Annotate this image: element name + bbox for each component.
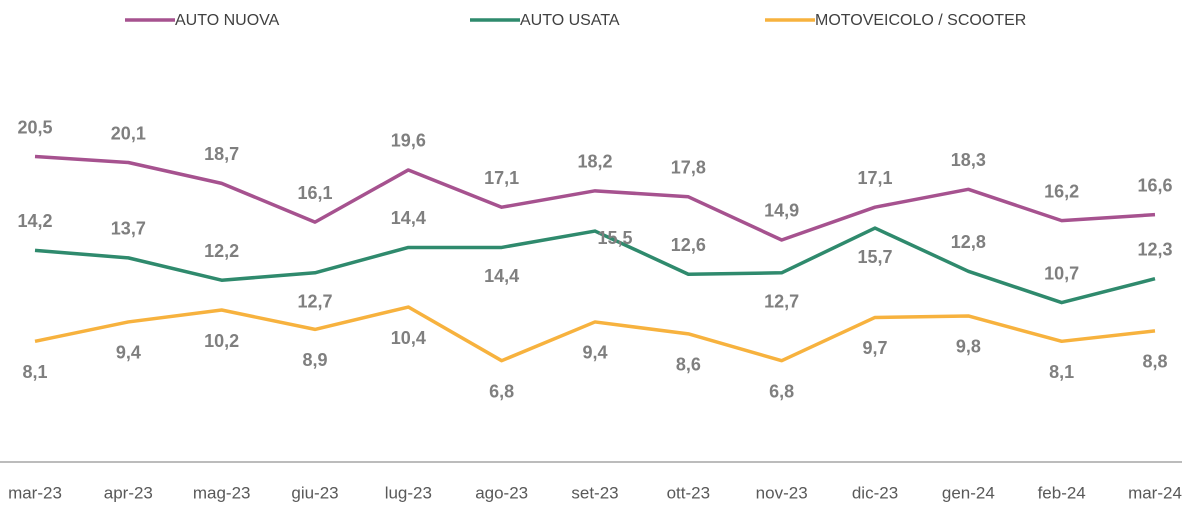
data-label: 17,1 [857, 168, 892, 188]
x-tick-label: giu-23 [291, 483, 338, 502]
legend-label: MOTOVEICOLO / SCOOTER [815, 12, 1026, 29]
data-label: 8,8 [1142, 352, 1167, 372]
x-tick-label: feb-24 [1038, 483, 1086, 502]
data-label: 9,7 [862, 338, 887, 358]
series-line [34, 305, 1156, 363]
x-tick-label: lug-23 [385, 483, 432, 502]
series-line [34, 154, 1156, 242]
data-label: 13,7 [111, 219, 146, 239]
data-label: 9,4 [116, 343, 141, 363]
data-label: 17,1 [484, 168, 519, 188]
data-label: 19,6 [391, 131, 426, 151]
x-tick-label: gen-24 [942, 483, 995, 502]
data-label: 20,5 [17, 117, 52, 137]
series-line [34, 226, 1156, 305]
data-label: 16,1 [297, 183, 332, 203]
data-label: 10,2 [204, 331, 239, 351]
x-tick-label: set-23 [571, 483, 618, 502]
data-label: 12,7 [764, 292, 799, 312]
data-label: 17,8 [671, 158, 706, 178]
data-label: 8,9 [302, 350, 327, 370]
data-label: 8,1 [22, 362, 47, 382]
data-label: 8,1 [1049, 362, 1074, 382]
x-tick-label: ago-23 [475, 483, 528, 502]
data-label: 14,4 [391, 208, 426, 228]
data-label: 10,7 [1044, 263, 1079, 283]
data-label: 12,7 [297, 292, 332, 312]
x-tick-label: apr-23 [104, 483, 153, 502]
data-label: 15,5 [597, 228, 632, 248]
legend-label: AUTO USATA [520, 12, 620, 29]
legend-label: AUTO NUOVA [175, 12, 280, 29]
data-label: 12,2 [204, 241, 239, 261]
data-label: 9,4 [582, 343, 607, 363]
data-label: 16,6 [1137, 175, 1172, 195]
data-label: 15,7 [857, 247, 892, 267]
x-tick-label: ott-23 [667, 483, 710, 502]
data-label: 6,8 [769, 381, 794, 401]
data-label: 14,2 [17, 211, 52, 231]
data-label: 16,2 [1044, 181, 1079, 201]
data-label: 9,8 [956, 337, 981, 357]
data-label: 6,8 [489, 381, 514, 401]
x-tick-label: mar-23 [8, 483, 62, 502]
x-tick-label: mar-24 [1128, 483, 1182, 502]
data-label: 12,6 [671, 235, 706, 255]
data-label: 14,4 [484, 266, 519, 286]
data-label: 12,8 [951, 232, 986, 252]
x-tick-label: dic-23 [852, 483, 898, 502]
data-label: 20,1 [111, 123, 146, 143]
data-label: 8,6 [676, 355, 701, 375]
data-label: 12,3 [1137, 239, 1172, 259]
data-label: 18,3 [951, 150, 986, 170]
x-tick-label: nov-23 [756, 483, 808, 502]
x-tick-label: mag-23 [193, 483, 251, 502]
data-label: 18,7 [204, 144, 239, 164]
data-label: 14,9 [764, 201, 799, 221]
data-label: 10,4 [391, 328, 426, 348]
data-label: 18,2 [577, 152, 612, 172]
